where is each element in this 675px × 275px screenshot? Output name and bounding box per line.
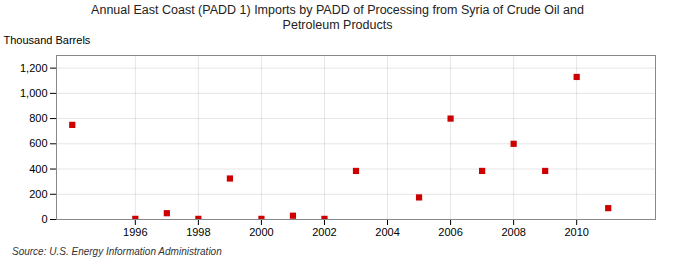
svg-text:2002: 2002 bbox=[312, 226, 336, 238]
svg-text:600: 600 bbox=[29, 137, 47, 149]
svg-text:800: 800 bbox=[29, 112, 47, 124]
svg-text:400: 400 bbox=[29, 163, 47, 175]
svg-text:2004: 2004 bbox=[375, 226, 399, 238]
svg-text:Thousand Barrels: Thousand Barrels bbox=[4, 34, 91, 46]
svg-text:200: 200 bbox=[29, 188, 47, 200]
svg-text:1998: 1998 bbox=[186, 226, 210, 238]
html-text:Annual East Coast (PADD 1) Imp: Annual East Coast (PADD 1) Imports by PA… bbox=[91, 3, 584, 32]
svg-text:0: 0 bbox=[41, 213, 47, 225]
svg-text:2006: 2006 bbox=[438, 226, 462, 238]
svg-text:2010: 2010 bbox=[564, 226, 588, 238]
svg-text:1996: 1996 bbox=[123, 226, 147, 238]
svg-text:1,200: 1,200 bbox=[20, 62, 48, 74]
svg-text:1,000: 1,000 bbox=[20, 87, 48, 99]
svg-text:2008: 2008 bbox=[501, 226, 525, 238]
html-text:Source: U.S. Energy Informatio: Source: U.S. Energy Information Administ… bbox=[12, 246, 222, 257]
svg-text:2000: 2000 bbox=[249, 226, 273, 238]
